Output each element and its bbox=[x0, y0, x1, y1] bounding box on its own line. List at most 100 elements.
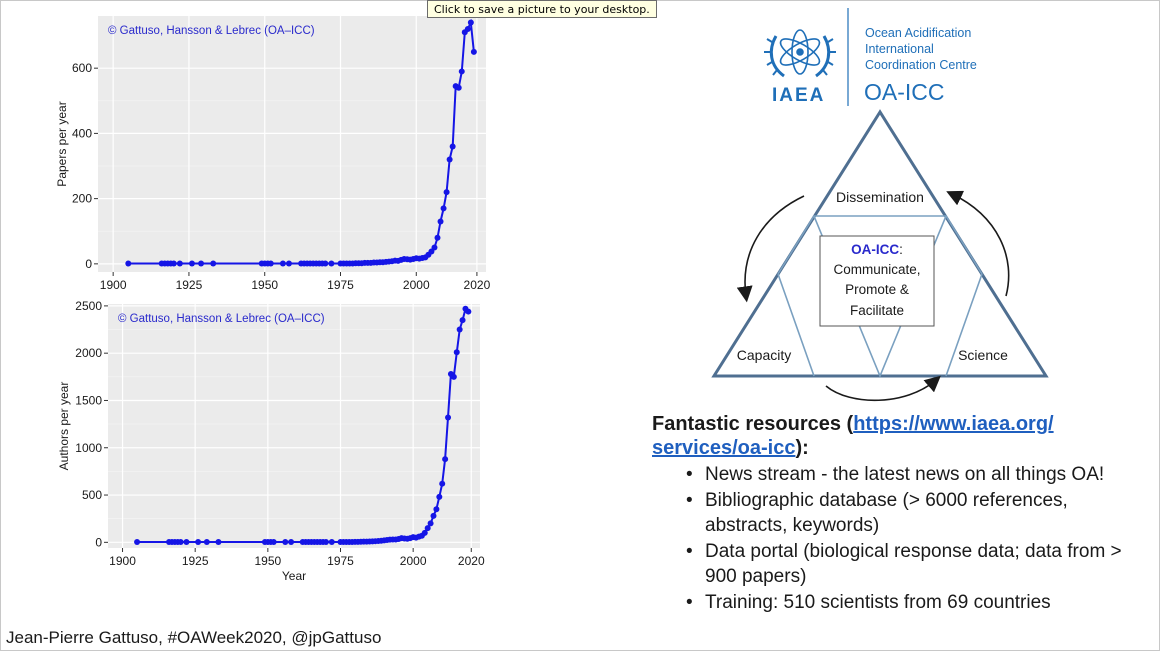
resources-section: Fantastic resources (https://www.iaea.or… bbox=[652, 412, 1122, 616]
data-point bbox=[210, 260, 217, 267]
label-science: Science bbox=[958, 347, 1008, 363]
y-tick-label: 2500 bbox=[75, 299, 102, 313]
center-box bbox=[819, 235, 935, 327]
data-point bbox=[170, 260, 177, 267]
copyright-annotation: © Gattuso, Hansson & Lebrec (OA–ICC) bbox=[118, 313, 325, 325]
y-tick-label: 2000 bbox=[75, 346, 102, 360]
y-tick-label: 1000 bbox=[75, 441, 102, 455]
data-point bbox=[322, 260, 329, 267]
data-point bbox=[183, 539, 190, 546]
center-title: OA-ICC: bbox=[851, 242, 903, 257]
logo-line-1: Ocean Acidification bbox=[865, 26, 971, 40]
y-tick-label: 0 bbox=[85, 257, 92, 271]
label-dissemination: Dissemination bbox=[836, 189, 924, 205]
data-point bbox=[203, 539, 210, 546]
y-axis-label: Authors per year bbox=[57, 382, 71, 471]
data-point bbox=[465, 308, 472, 315]
list-item: • Bibliographic database (> 6000 referenc… bbox=[686, 490, 1068, 536]
data-point bbox=[176, 260, 183, 267]
resources-list: • News stream - the latest news on all th… bbox=[652, 462, 1122, 615]
y-tick-label: 1500 bbox=[75, 393, 102, 407]
data-point bbox=[215, 539, 222, 546]
data-point bbox=[431, 244, 438, 251]
x-tick-label: 1975 bbox=[327, 278, 354, 292]
center-line-2: Promote & bbox=[845, 282, 909, 297]
arrow-bottom bbox=[825, 375, 941, 402]
data-point bbox=[459, 317, 466, 324]
x-tick-label: 1900 bbox=[109, 554, 136, 568]
y-tick-label: 0 bbox=[95, 535, 102, 549]
iaea-oa-icc-logo: IAEA Ocean Acidification International C… bbox=[764, 8, 977, 106]
data-point bbox=[267, 260, 274, 267]
data-point bbox=[134, 539, 141, 546]
data-point bbox=[446, 156, 453, 163]
arrow-left bbox=[736, 195, 805, 303]
data-point bbox=[198, 260, 205, 267]
x-tick-label: 1950 bbox=[254, 554, 281, 568]
data-point bbox=[437, 218, 444, 225]
save-picture-tooltip: Click to save a picture to your desktop. bbox=[427, 0, 657, 18]
label-capacity: Capacity bbox=[737, 347, 791, 363]
y-tick-label: 600 bbox=[72, 61, 92, 75]
data-point bbox=[464, 26, 471, 33]
data-point bbox=[433, 506, 440, 513]
data-point bbox=[453, 349, 460, 356]
plot-panel bbox=[108, 304, 480, 548]
list-item: • Training: 510 scientists from 69 countr… bbox=[686, 592, 1051, 613]
data-point bbox=[288, 539, 295, 546]
data-point bbox=[195, 539, 202, 546]
data-point bbox=[177, 539, 184, 546]
data-point bbox=[445, 414, 452, 421]
data-point bbox=[282, 539, 289, 546]
logo-acronym: OA-ICC bbox=[864, 79, 945, 105]
iaea-emblem-icon bbox=[764, 29, 836, 78]
data-point bbox=[430, 512, 437, 519]
resources-title: Fantastic resources (https://www.iaea.or… bbox=[652, 413, 1054, 459]
x-tick-label: 2020 bbox=[464, 278, 490, 292]
data-point bbox=[455, 84, 462, 91]
authors-per-year-chart: 0 500 1000 1500 2000 2500 1900 1925 1950 1975 2000… bbox=[57, 299, 485, 580]
y-tick-label: 200 bbox=[72, 192, 92, 206]
list-item: • News stream - the latest news on all th… bbox=[686, 464, 1105, 485]
x-tick-label: 2020 bbox=[458, 554, 485, 568]
iaea-wordmark: IAEA bbox=[772, 85, 825, 106]
data-point bbox=[188, 260, 195, 267]
data-point bbox=[442, 456, 449, 463]
oa-icc-link[interactable]: https://www.iaea.org/services/oa-icc bbox=[652, 413, 1054, 459]
data-point bbox=[456, 326, 463, 333]
center-line-3: Facilitate bbox=[850, 303, 904, 318]
arrow-right bbox=[946, 190, 1010, 297]
presenter-footer: Jean-Pierre Gattuso, #OAWeek2020, @jpGat… bbox=[6, 628, 382, 647]
y-tick-label: 400 bbox=[72, 126, 92, 140]
x-tick-label: 1925 bbox=[182, 554, 209, 568]
data-point bbox=[421, 529, 428, 536]
data-point bbox=[125, 260, 132, 267]
data-point bbox=[434, 234, 441, 241]
data-point bbox=[328, 539, 335, 546]
x-tick-label: 2000 bbox=[400, 554, 427, 568]
x-tick-label: 2000 bbox=[403, 278, 430, 292]
x-tick-label: 1900 bbox=[100, 278, 127, 292]
data-point bbox=[424, 525, 431, 532]
data-point bbox=[470, 48, 477, 55]
data-point bbox=[467, 19, 474, 26]
oa-icc-triangle-diagram: OA-ICC: Communicate, Promote & Facilitat… bbox=[711, 109, 1049, 402]
data-point bbox=[427, 520, 434, 527]
list-item: • Data portal (biological response data; … bbox=[686, 541, 1122, 587]
data-point bbox=[449, 143, 456, 150]
x-tick-label: 1925 bbox=[176, 278, 203, 292]
logo-line-2: International bbox=[865, 42, 934, 56]
data-point bbox=[436, 493, 443, 500]
copyright-annotation: © Gattuso, Hansson & Lebrec (OA–ICC) bbox=[108, 25, 315, 37]
data-point bbox=[450, 373, 457, 380]
data-point bbox=[458, 68, 465, 75]
center-line-1: Communicate, bbox=[833, 262, 920, 277]
logo-line-3: Coordination Centre bbox=[865, 58, 977, 72]
data-point bbox=[285, 260, 292, 267]
y-tick-label: 500 bbox=[82, 488, 102, 502]
papers-per-year-chart: 0 200 400 600 1900 1925 1950 1975 2000 2020 Papers… bbox=[55, 16, 490, 292]
data-point bbox=[270, 539, 277, 546]
data-point bbox=[440, 205, 447, 212]
y-axis-label: Papers per year bbox=[55, 101, 69, 186]
x-tick-label: 1975 bbox=[327, 554, 354, 568]
